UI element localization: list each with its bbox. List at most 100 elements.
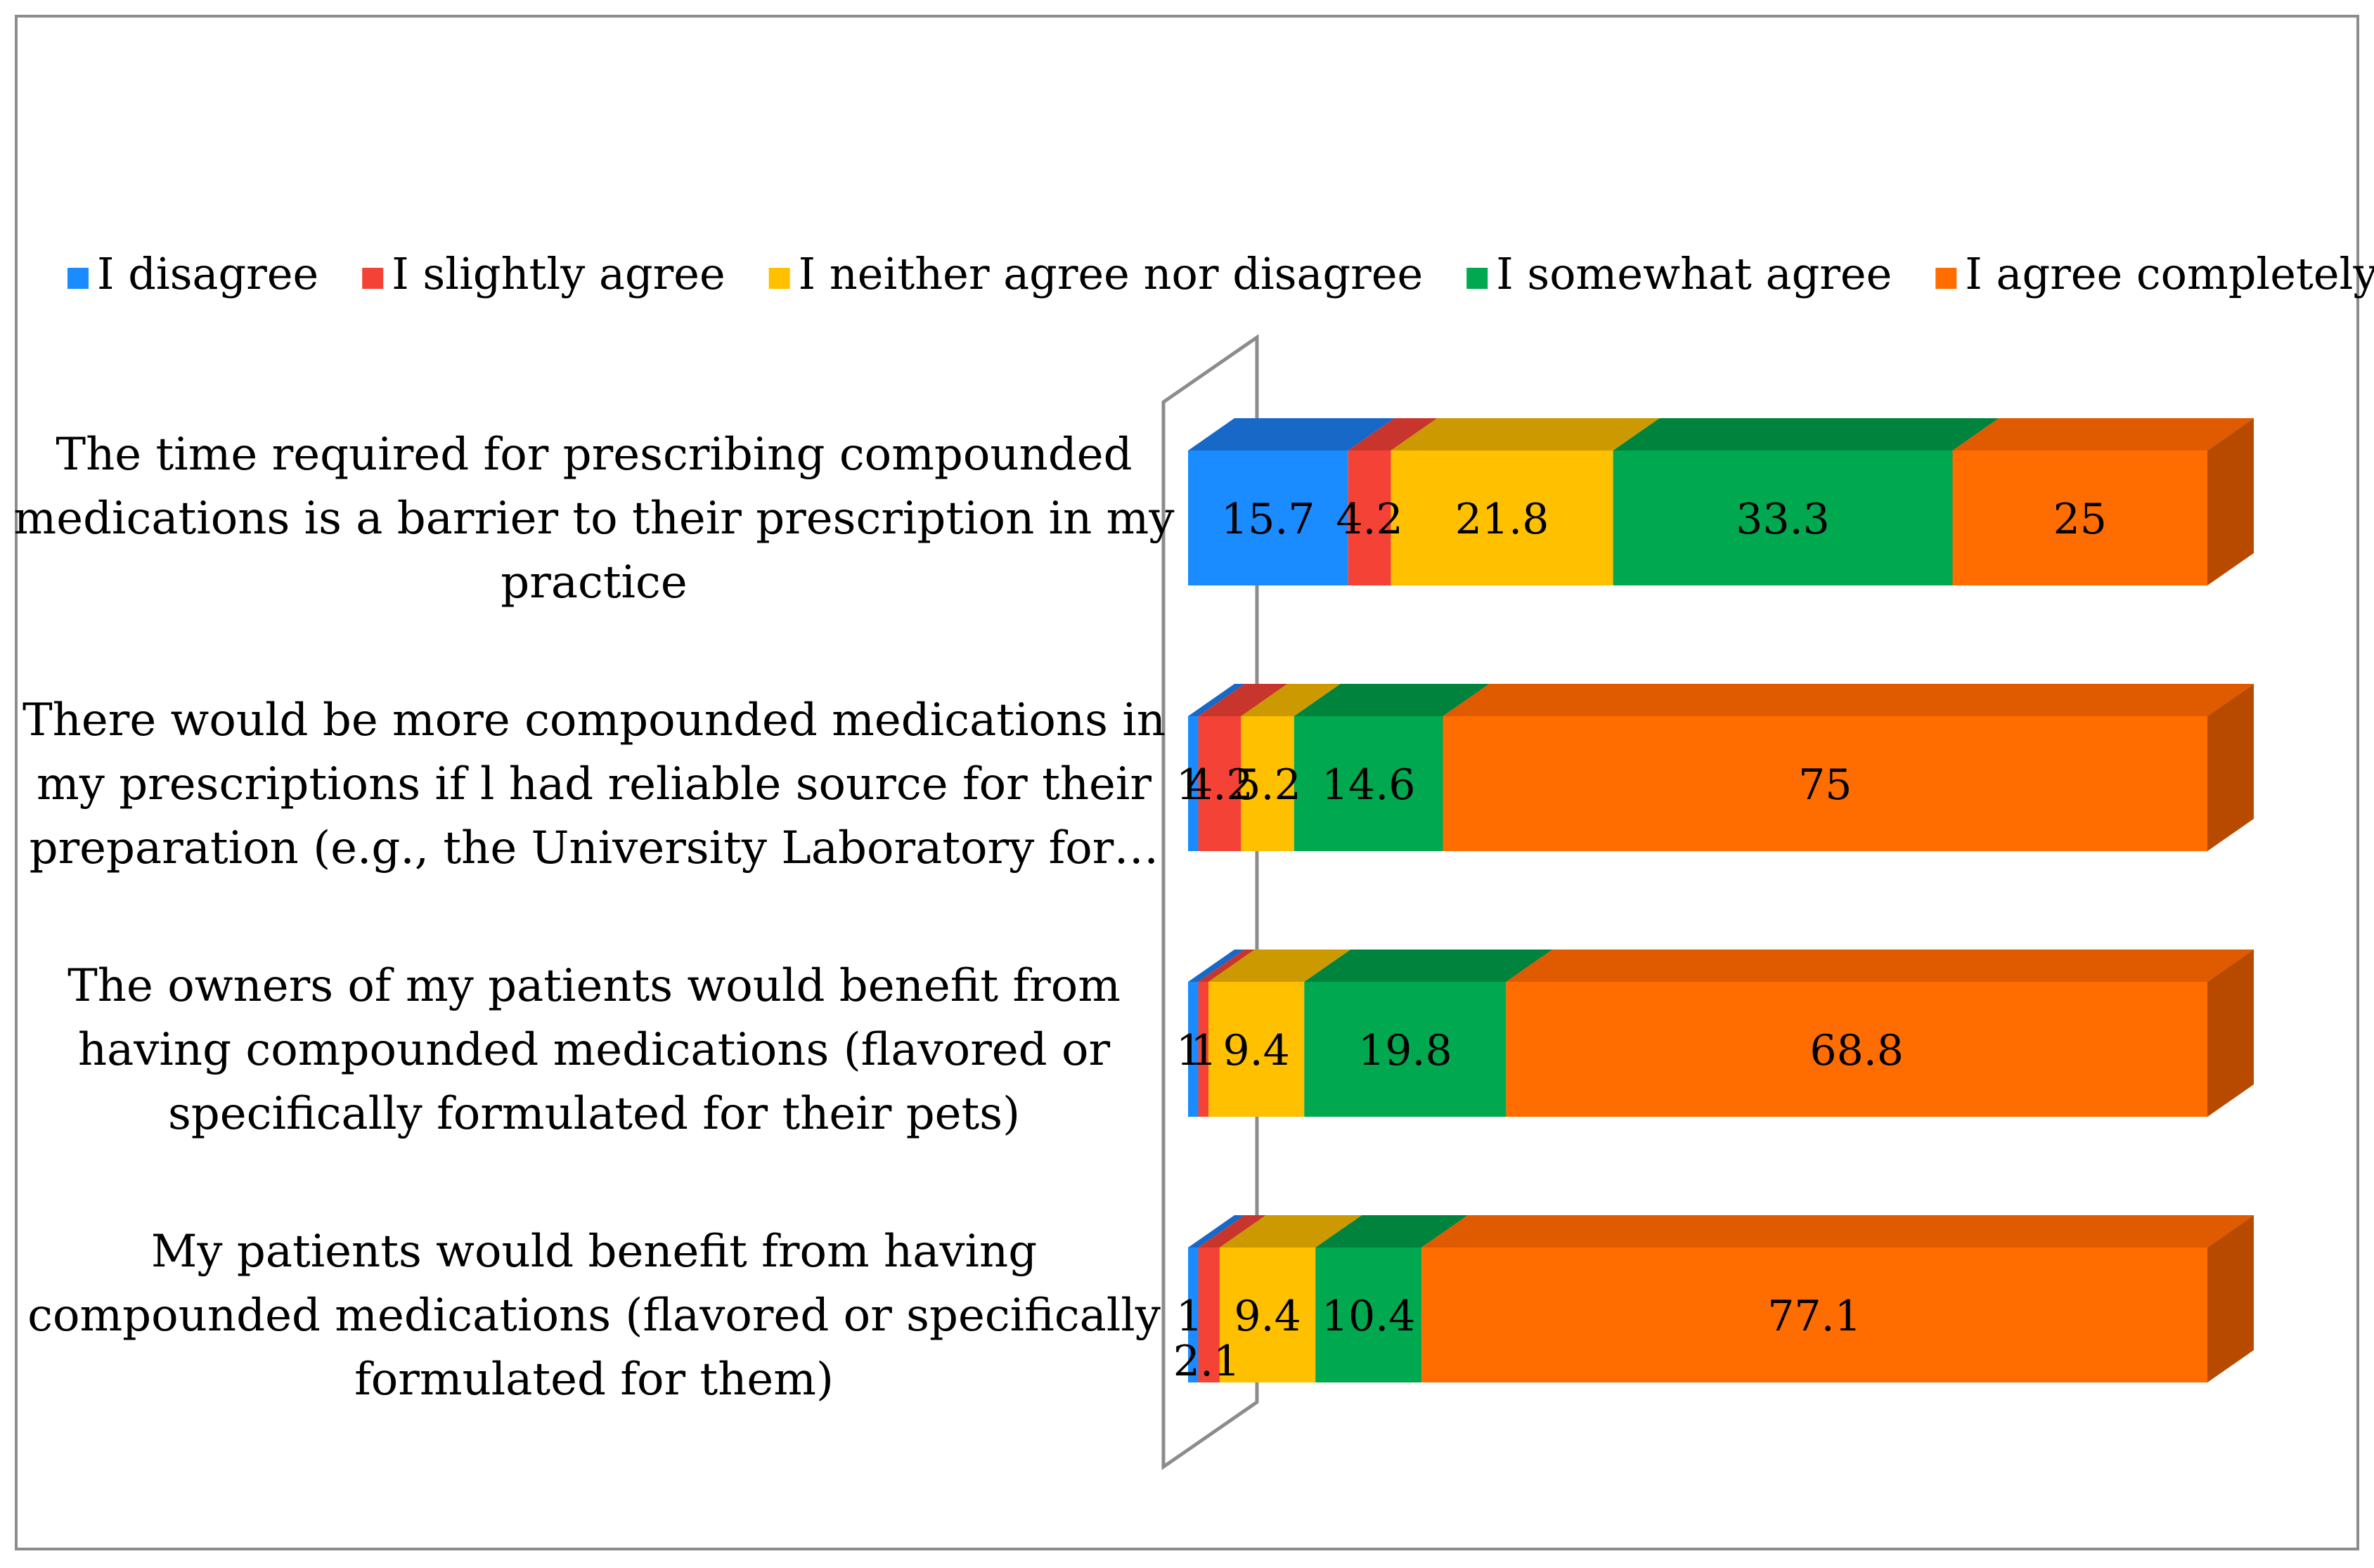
bar-top-face	[1294, 684, 1490, 716]
legend-swatch	[1935, 268, 1957, 289]
bar-segment	[1391, 451, 1613, 585]
category-label: There would be more compounded medicatio…	[22, 694, 1166, 874]
bar-segment	[1188, 716, 1199, 851]
bar-side-face	[2207, 418, 2254, 585]
data-label: 15.7	[1221, 495, 1315, 544]
bar-side-face	[2207, 1215, 2254, 1382]
category-label-line: compounded medications (flavored or spec…	[27, 1290, 1161, 1342]
bar-top-face	[1198, 1215, 1266, 1248]
bar-segment	[1304, 982, 1507, 1117]
data-label: 14.6	[1322, 760, 1416, 810]
bar-side-face	[2207, 950, 2254, 1117]
data-label: 68.8	[1809, 1026, 1904, 1075]
bar-top-face	[1188, 684, 1245, 716]
data-label: 4.2	[1336, 495, 1402, 544]
bar-top-face	[1188, 418, 1395, 451]
bar-group: 14.25.2 14.6 75	[1176, 684, 2254, 851]
legend-swatch	[362, 268, 384, 289]
bar-top-face	[1421, 1215, 2254, 1248]
category-label-line: The time required for prescribing compou…	[56, 429, 1132, 481]
category-label: The owners of my patients would benefit …	[67, 960, 1121, 1140]
legend-label: I neither agree nor disagree	[799, 248, 1424, 299]
category-axis-wall	[1161, 334, 1259, 1470]
bar-segment	[1348, 451, 1391, 585]
category-label-line: The owners of my patients would benefit …	[67, 960, 1121, 1012]
legend-label: I disagree	[97, 248, 318, 299]
axis-wall-outline	[1161, 334, 1259, 1470]
bar-top-face	[1315, 1215, 1469, 1248]
bar-top-face	[1613, 418, 1999, 451]
category-label-line: having compounded medications (flavored …	[78, 1024, 1111, 1076]
bar-group: 15.7 4.2 21.8 33.3 25	[1188, 418, 2254, 585]
category-label: My patients would benefit from having com…	[27, 1226, 1161, 1406]
bar-segment	[1219, 1248, 1316, 1382]
legend-item: I neither agree nor disagree	[768, 248, 1424, 299]
data-label: 5.2	[1234, 760, 1301, 810]
category-label-line: There would be more compounded medicatio…	[22, 694, 1166, 746]
bar-top-face	[1348, 418, 1438, 451]
legend-item: I somewhat agree	[1466, 248, 1892, 299]
bar-group: 12.19.4 10.4 77.1	[1173, 1215, 2254, 1386]
data-label: 77.1	[1767, 1292, 1862, 1341]
data-label: 10.4	[1322, 1292, 1416, 1341]
legend-item: I disagree	[67, 248, 318, 299]
bar-top-face	[1304, 950, 1553, 982]
bar-segment	[1241, 716, 1294, 851]
bar-top-face	[1391, 418, 1660, 451]
bar-segment	[1443, 716, 2207, 851]
data-label: 75	[1798, 760, 1852, 810]
category-label-line: preparation (e.g., the University Labora…	[30, 822, 1159, 874]
bar-top-face	[1198, 950, 1255, 982]
category-label-line: my prescriptions if l had reliable sourc…	[37, 758, 1151, 810]
bar-segment	[1421, 1248, 2207, 1382]
category-label-line: My patients would benefit from having	[151, 1226, 1037, 1278]
bar-group: 11 9.4 19.8 68.8	[1176, 950, 2254, 1117]
bar-top-face	[1188, 1215, 1245, 1248]
category-label-line: practice	[501, 557, 687, 609]
data-label: 19.8	[1358, 1026, 1452, 1075]
bar-top-face	[1188, 950, 1245, 982]
bar-segment	[1198, 1248, 1220, 1382]
bar-segment	[1294, 716, 1443, 851]
legend-label: I agree completely	[1965, 248, 2374, 299]
legend-item: I slightly agree	[362, 248, 725, 299]
bar-segment	[1315, 1248, 1422, 1382]
data-label: 1	[1176, 760, 1203, 810]
legend-label: I somewhat agree	[1496, 248, 1892, 299]
category-label-line: specifically formulated for their pets)	[168, 1088, 1020, 1140]
legend-label: I slightly agree	[392, 248, 725, 299]
bar-top-face	[1219, 1215, 1362, 1248]
category-label-line: formulated for them)	[354, 1354, 834, 1406]
bar-top-face	[1443, 684, 2254, 716]
bar-segment	[1198, 716, 1241, 851]
bar-top-face	[1198, 684, 1288, 716]
bar-segment	[1188, 1248, 1199, 1382]
legend-swatch	[67, 268, 89, 289]
data-label: 33.3	[1736, 495, 1830, 544]
category-label: The time required for prescribing compou…	[14, 429, 1175, 609]
category-labels: The time required for prescribing compou…	[14, 429, 1175, 1406]
data-label: 9.4	[1234, 1292, 1301, 1341]
data-label: 9.4	[1223, 1026, 1289, 1075]
category-label-line: medications is a barrier to their prescr…	[14, 493, 1175, 545]
bar-top-face	[1952, 418, 2254, 451]
bar-segment	[1198, 982, 1208, 1117]
bar-segment	[1506, 982, 2207, 1117]
data-label: 21.8	[1455, 495, 1549, 544]
bar-segment	[1188, 982, 1199, 1117]
bar-segment	[1613, 451, 1953, 585]
data-label: 2.1	[1173, 1337, 1240, 1386]
legend-swatch	[1466, 268, 1488, 289]
legend-item: I agree completely	[1935, 248, 2374, 299]
bar-top-face	[1208, 950, 1351, 982]
bar-segment	[1188, 451, 1348, 585]
data-label: 4.2	[1186, 760, 1253, 810]
bar-top-face	[1241, 684, 1341, 716]
data-label: 25	[2053, 495, 2107, 544]
bar-segment	[1208, 982, 1305, 1117]
data-label: 1	[1176, 1292, 1203, 1341]
bar-segment	[1952, 451, 2207, 585]
